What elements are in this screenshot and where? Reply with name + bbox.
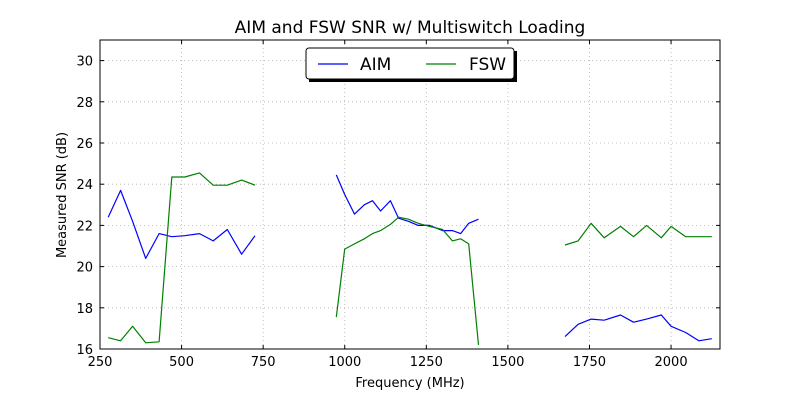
series-line-fsw (564, 222, 712, 246)
y-tick-label: 16 (76, 343, 93, 358)
y-tick-label: 26 (76, 137, 93, 152)
series-line-fsw (335, 216, 480, 345)
x-tick-label: 500 (169, 355, 194, 370)
legend: AIM FSW (305, 47, 517, 82)
legend-label-aim: AIM (360, 55, 391, 75)
x-tick-label: 1750 (573, 355, 606, 370)
series-line-aim (335, 174, 479, 235)
axis-ticks: 250 500 750 1000 1250 1500 1750 2000 16 18 20 22 24 2… (76, 40, 720, 370)
x-axis-label: Frequency (MHz) (355, 376, 464, 391)
y-tick-label: 30 (76, 55, 93, 70)
x-tick-label: 250 (88, 355, 113, 370)
chart-title: AIM and FSW SNR w/ Multiswitch Loading (235, 18, 586, 38)
y-tick-label: 24 (76, 178, 93, 193)
y-tick-label: 28 (76, 96, 93, 111)
legend-box (305, 47, 515, 80)
x-tick-label: 2000 (655, 355, 688, 370)
y-tick-label: 20 (76, 261, 93, 276)
y-axis-label: Measured SNR (dB) (55, 132, 70, 258)
series-line-aim (564, 314, 712, 342)
x-tick-label: 1250 (410, 355, 443, 370)
legend-label-fsw: FSW (469, 55, 506, 75)
series-lines (107, 172, 712, 345)
series-line-aim (107, 189, 256, 259)
x-tick-label: 750 (251, 355, 276, 370)
series-line-fsw (108, 172, 256, 344)
x-tick-label: 1000 (328, 355, 361, 370)
x-tick-label: 1500 (491, 355, 524, 370)
y-tick-label: 18 (76, 302, 93, 317)
y-tick-label: 22 (76, 219, 93, 234)
grid (100, 40, 720, 349)
plot-frame (99, 39, 721, 350)
